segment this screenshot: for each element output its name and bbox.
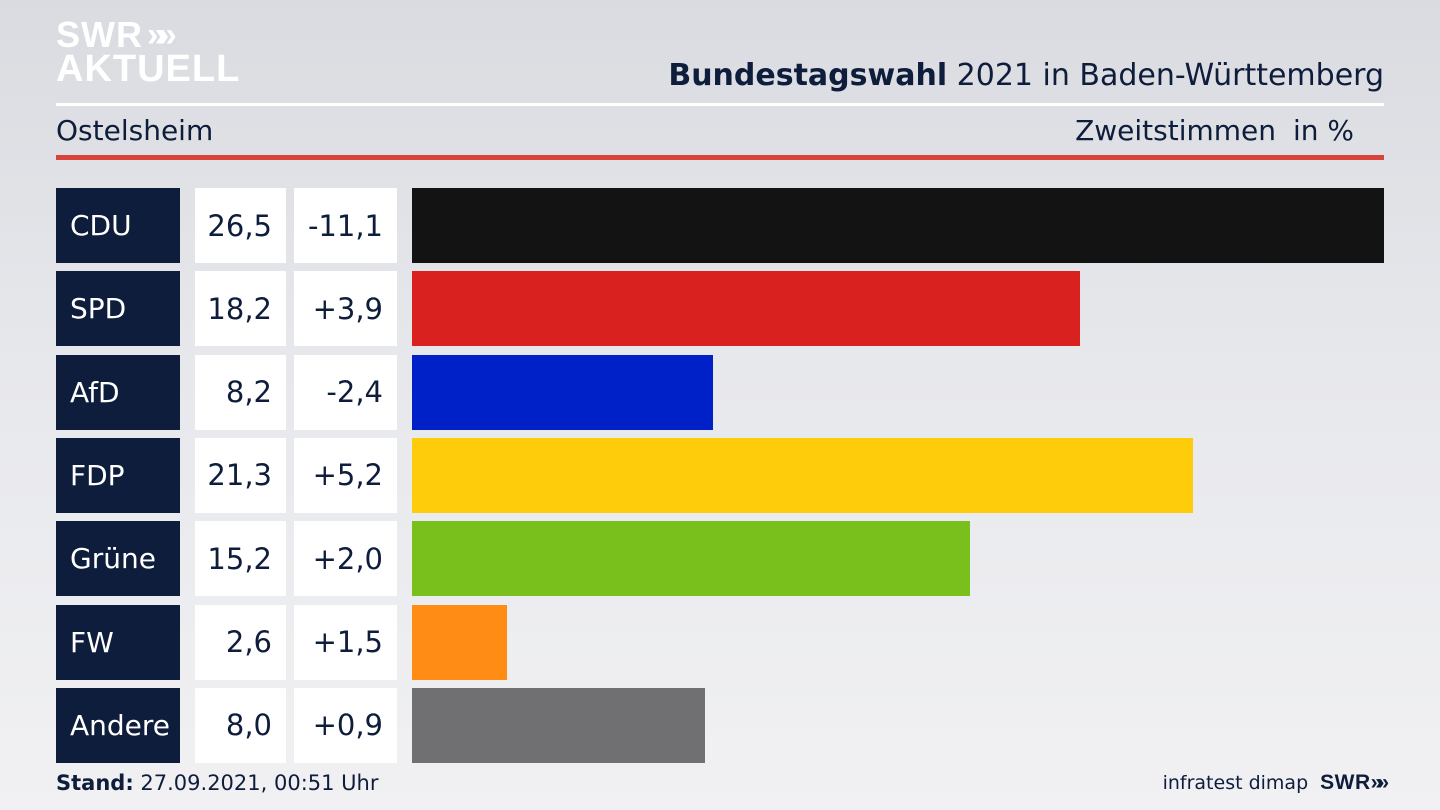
swr-aktuell-logo: SWR»» AKTUELL <box>56 14 241 90</box>
title-rest: 2021 in Baden-Württemberg <box>947 58 1384 93</box>
value-label: 8,0 <box>195 687 286 763</box>
party-row: SPD 18,2 +3,9 <box>0 271 1440 347</box>
diff-label: +3,9 <box>294 271 397 347</box>
party-row: FDP 21,3 +5,2 <box>0 437 1440 513</box>
value-label: 18,2 <box>195 271 286 347</box>
bar <box>412 604 507 680</box>
stand-value: 27.09.2021, 00:51 Uhr <box>133 771 379 795</box>
header-divider <box>56 103 1384 106</box>
timestamp: Stand: 27.09.2021, 00:51 Uhr <box>56 771 379 795</box>
party-row: AfD 8,2 -2,4 <box>0 354 1440 430</box>
footer-swr-logo: SWR»» <box>1320 771 1389 795</box>
chart-title: Bundestagswahl 2021 in Baden-Württemberg <box>668 58 1384 93</box>
party-row: Grüne 15,2 +2,0 <box>0 521 1440 597</box>
footer-source: infratest dimap SWR»» <box>1162 771 1390 795</box>
party-label: SPD <box>56 271 180 347</box>
value-label: 8,2 <box>195 354 286 430</box>
party-label: AfD <box>56 354 180 430</box>
value-label: 26,5 <box>195 188 286 263</box>
value-label: 2,6 <box>195 604 286 680</box>
party-row: CDU 26,5 -11,1 <box>0 188 1440 263</box>
chart-subtitle: Ostelsheim <box>56 114 214 147</box>
party-label: Andere <box>56 687 180 763</box>
footer-logo-text: SWR <box>1320 771 1371 794</box>
diff-label: +2,0 <box>294 521 397 597</box>
unit-label: in % <box>1292 114 1354 147</box>
value-label: 15,2 <box>195 521 286 597</box>
party-label: FW <box>56 604 180 680</box>
diff-label: +0,9 <box>294 687 397 763</box>
bar <box>412 271 1080 347</box>
stand-label: Stand: <box>56 771 134 795</box>
party-row: Andere 8,0 +0,9 <box>0 687 1440 763</box>
bar <box>412 188 1384 263</box>
logo-aktuell-text: AKTUELL <box>56 48 241 90</box>
header-accent-rule <box>56 155 1384 160</box>
party-label: Grüne <box>56 521 180 597</box>
bar <box>412 687 705 763</box>
measure-label: Zweitstimmen <box>1075 114 1276 147</box>
party-row: FW 2,6 +1,5 <box>0 604 1440 680</box>
bar <box>412 437 1193 513</box>
diff-label: -2,4 <box>294 354 397 430</box>
source-label: infratest dimap <box>1162 772 1309 794</box>
logo-swr-text: SWR <box>56 14 143 55</box>
title-bold: Bundestagswahl <box>668 58 948 93</box>
footer-arrows-icon: »» <box>1370 771 1389 794</box>
diff-label: +1,5 <box>294 604 397 680</box>
diff-label: +5,2 <box>294 437 397 513</box>
party-label: CDU <box>56 188 180 263</box>
party-label: FDP <box>56 437 180 513</box>
bar <box>412 521 970 597</box>
value-label: 21,3 <box>195 437 286 513</box>
bar <box>412 354 713 430</box>
diff-label: -11,1 <box>294 188 397 263</box>
